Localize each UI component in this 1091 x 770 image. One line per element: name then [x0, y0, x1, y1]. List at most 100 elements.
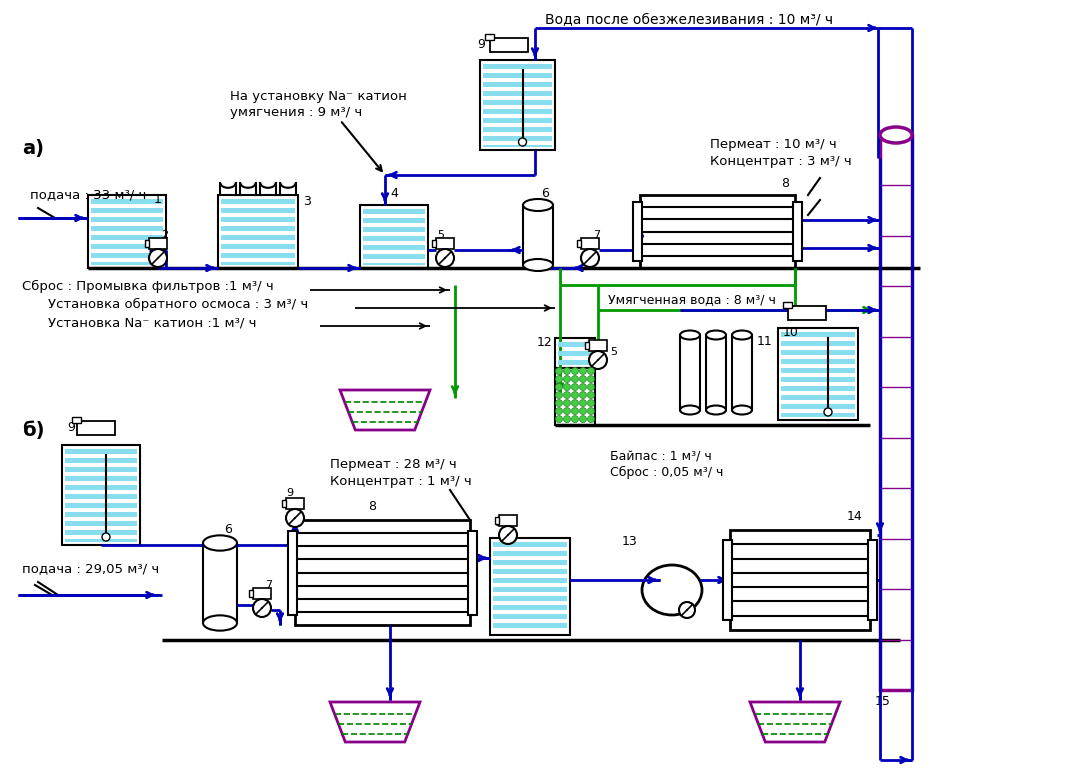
Text: На установку Na⁻ катион: На установку Na⁻ катион	[230, 90, 407, 103]
Bar	[363, 209, 425, 214]
Bar	[483, 118, 552, 123]
Circle shape	[555, 383, 563, 390]
Bar	[781, 368, 855, 373]
Bar	[253, 588, 271, 599]
Bar	[499, 515, 517, 526]
Circle shape	[587, 383, 595, 390]
Bar	[91, 226, 163, 231]
Circle shape	[572, 392, 578, 399]
Bar	[65, 494, 137, 499]
Circle shape	[572, 416, 578, 423]
Bar	[483, 127, 552, 132]
Bar	[585, 342, 589, 349]
Circle shape	[572, 376, 578, 383]
Bar	[281, 500, 286, 507]
Bar	[582, 238, 599, 249]
Bar	[495, 517, 499, 524]
Bar	[91, 244, 163, 249]
Bar	[91, 253, 163, 258]
Bar	[880, 135, 912, 690]
Text: 12: 12	[537, 336, 553, 349]
Circle shape	[579, 392, 587, 399]
Circle shape	[286, 509, 304, 527]
Bar	[72, 417, 81, 423]
Bar	[286, 498, 304, 509]
Bar	[468, 531, 477, 614]
Text: Установка обратного осмоса : 3 м³/ ч: Установка обратного осмоса : 3 м³/ ч	[48, 298, 309, 311]
Ellipse shape	[523, 259, 553, 271]
Text: Сброс : Промывка фильтров :1 м³/ ч: Сброс : Промывка фильтров :1 м³/ ч	[22, 280, 274, 293]
Bar	[781, 395, 855, 400]
Text: 2: 2	[161, 230, 168, 240]
Bar	[363, 254, 425, 259]
Circle shape	[555, 392, 563, 399]
Circle shape	[587, 416, 595, 423]
Bar	[788, 306, 826, 320]
Bar	[363, 236, 425, 241]
Bar	[589, 340, 607, 351]
Bar	[640, 195, 795, 268]
Bar	[363, 227, 425, 232]
Bar	[781, 332, 855, 337]
Text: Вода после обезжелезивания : 10 м³/ ч: Вода после обезжелезивания : 10 м³/ ч	[546, 13, 834, 27]
Text: умягчения : 9 м³/ ч: умягчения : 9 м³/ ч	[230, 106, 362, 119]
Bar	[781, 341, 855, 346]
Circle shape	[572, 407, 578, 414]
Text: 11: 11	[757, 335, 772, 348]
Bar	[493, 605, 567, 610]
Circle shape	[436, 249, 454, 267]
Bar	[65, 476, 137, 481]
Text: 10: 10	[495, 516, 511, 529]
Text: Байпас : 1 м³/ ч: Байпас : 1 м³/ ч	[610, 450, 711, 463]
Bar	[483, 145, 552, 147]
Bar	[91, 235, 163, 240]
Circle shape	[563, 392, 571, 399]
Bar	[781, 386, 855, 391]
Text: подача : 29,05 м³/ ч: подача : 29,05 м³/ ч	[22, 562, 159, 575]
Bar	[91, 262, 163, 265]
Bar	[483, 82, 552, 87]
Circle shape	[582, 249, 599, 267]
Circle shape	[563, 416, 571, 423]
Bar	[483, 109, 552, 114]
Bar	[781, 359, 855, 364]
Bar	[483, 64, 552, 69]
Bar	[249, 590, 253, 597]
Text: 3: 3	[303, 195, 311, 208]
Bar	[723, 540, 732, 620]
Bar	[483, 91, 552, 96]
Bar	[490, 538, 570, 635]
Circle shape	[555, 367, 563, 374]
Bar	[65, 467, 137, 472]
Text: 7: 7	[265, 580, 272, 590]
Bar	[360, 205, 428, 268]
Circle shape	[579, 383, 587, 390]
Circle shape	[587, 376, 595, 383]
Bar	[65, 521, 137, 526]
Bar	[221, 253, 295, 258]
Circle shape	[579, 367, 587, 374]
Bar	[680, 335, 700, 410]
Circle shape	[572, 400, 578, 407]
Bar	[493, 569, 567, 574]
Circle shape	[555, 400, 563, 407]
Ellipse shape	[523, 199, 553, 211]
Bar	[493, 560, 567, 565]
Circle shape	[824, 408, 832, 416]
Text: 5: 5	[437, 230, 444, 240]
Bar	[558, 342, 592, 347]
Bar	[493, 578, 567, 583]
Bar	[77, 421, 115, 435]
Bar	[62, 445, 140, 545]
Circle shape	[253, 599, 271, 617]
Ellipse shape	[706, 330, 726, 340]
Bar	[730, 530, 870, 630]
Bar	[65, 485, 137, 490]
Bar	[65, 458, 137, 463]
Text: Умягченная вода : 8 м³/ ч: Умягченная вода : 8 м³/ ч	[608, 293, 776, 306]
Text: а): а)	[22, 139, 44, 158]
Polygon shape	[750, 702, 840, 742]
Circle shape	[563, 400, 571, 407]
Text: 9: 9	[477, 38, 484, 51]
Text: 15: 15	[875, 695, 891, 708]
